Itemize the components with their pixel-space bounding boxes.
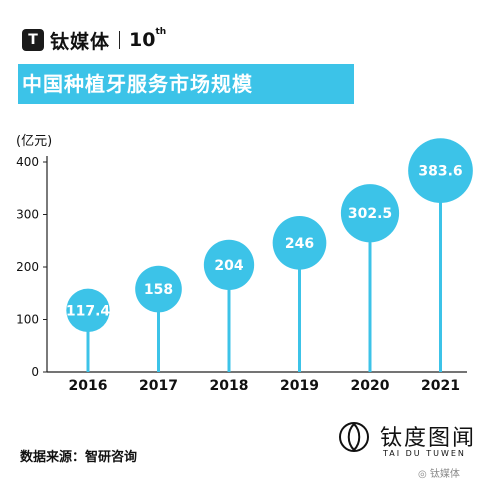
title-bar [18,64,354,104]
y-axis-unit-label: (亿元) [16,134,53,149]
data-label: 383.6 [418,164,462,180]
y-tick-label: 400 [16,155,39,169]
y-tick-label: 300 [16,208,39,222]
y-tick-label: 0 [31,365,39,379]
brand-name: 钛媒体 [50,30,111,53]
wechat-account: 钛媒体 [429,469,460,480]
brand-name-cn: 钛度图闻 [380,426,477,451]
data-bubble [340,184,400,243]
x-tick-label: 2016 [69,378,108,394]
data-bubble [135,265,182,313]
logo-divider [119,31,121,49]
data-label: 246 [285,236,314,252]
data-label: 158 [144,282,173,298]
x-tick-label: 2019 [280,378,319,394]
brand-name-en: TAI DU TUWEN [383,449,466,458]
y-tick-label: 200 [16,260,39,274]
x-tick-label: 2021 [421,378,460,394]
anniversary-badge: 10th [129,27,167,51]
x-tick-label: 2020 [351,378,390,394]
x-tick-label: 2018 [210,378,249,394]
x-tick-label: 2017 [139,378,178,394]
data-bubble [203,239,255,291]
brand-logo: T 钛媒体 10th [22,27,167,53]
chart-title: 中国种植牙服务市场规模 [22,72,253,96]
eye-logo-icon [339,422,369,452]
data-label: 117.4 [66,303,111,319]
data-source: 数据来源：智研咨询 [20,450,138,465]
tmtpost-logo-icon: T [22,29,44,51]
data-bubble [408,138,473,203]
wechat-watermark: ◎ 钛媒体 [418,469,460,480]
data-label: 204 [214,258,243,274]
data-label: 302.5 [348,206,392,222]
data-bubble [66,288,110,333]
data-bubble [272,216,327,270]
y-tick-label: 100 [16,313,39,327]
